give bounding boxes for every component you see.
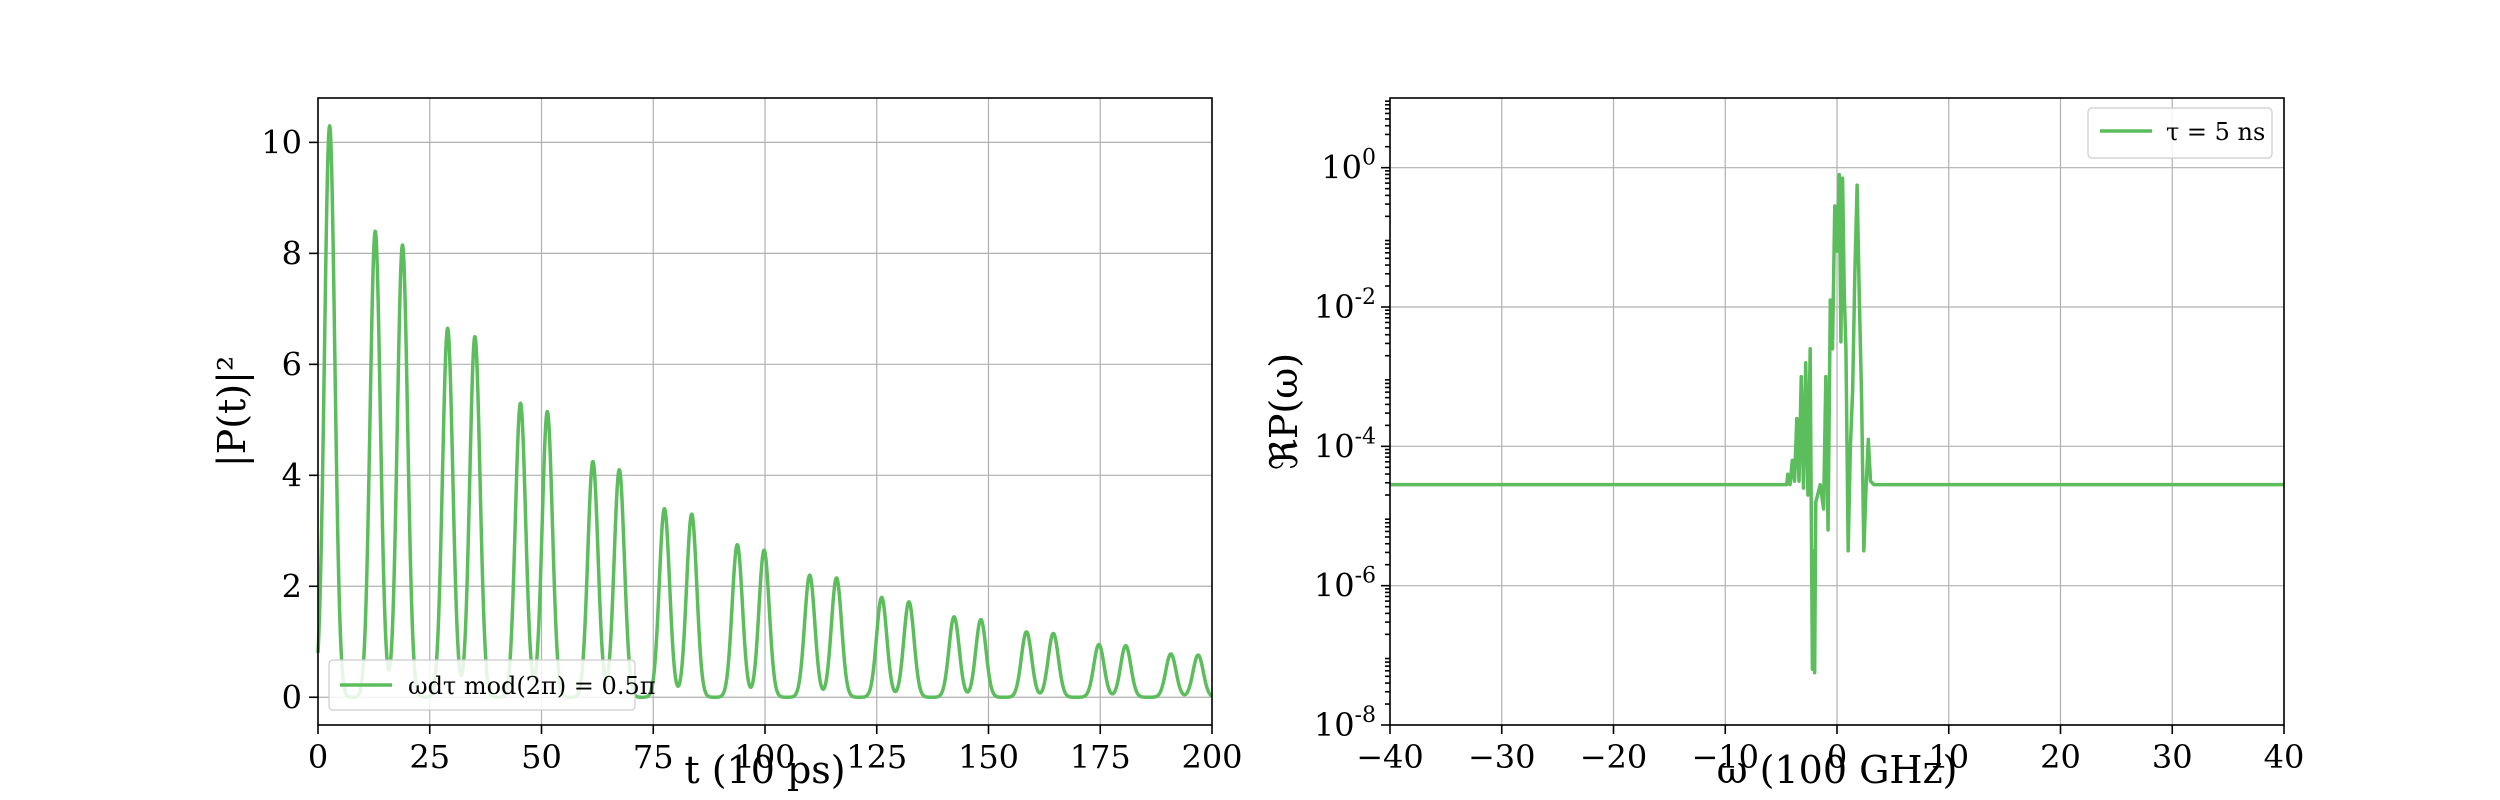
right-x-tick-label: 20 bbox=[2040, 738, 2081, 776]
left-y-tick-label: 0 bbox=[282, 678, 302, 716]
right-x-tick-label: −10 bbox=[1691, 738, 1759, 776]
right-legend-box bbox=[2087, 107, 2273, 159]
right-y-tick-label: 10-8 bbox=[1314, 703, 1376, 744]
left-x-tick-label: 150 bbox=[958, 738, 1019, 776]
left-x-tick-label: 0 bbox=[308, 738, 328, 776]
left-legend-box bbox=[328, 659, 636, 711]
left-legend-label: ωdτ mod(2π) = 0.5π bbox=[408, 672, 656, 700]
left-x-tick-label: 200 bbox=[1181, 738, 1242, 776]
right-x-tick-label: 30 bbox=[2152, 738, 2193, 776]
right-curve-layer bbox=[1390, 172, 2284, 675]
right-y-tick-label: 10-6 bbox=[1314, 564, 1376, 605]
right-grid bbox=[1389, 98, 2285, 726]
left-ticks: 0 25 50 75 100 125 150 175 200 0 2 4 6 8 10 bbox=[261, 123, 1242, 776]
right-x-tick-label: −30 bbox=[1468, 738, 1536, 776]
right-x-tick-label: 10 bbox=[1928, 738, 1969, 776]
left-x-tick-label: 175 bbox=[1070, 738, 1131, 776]
right-x-tick-label: 40 bbox=[2264, 738, 2305, 776]
left-y-tick-label: 2 bbox=[282, 567, 302, 605]
left-x-tick-label: 25 bbox=[409, 738, 450, 776]
left-y-tick-label: 4 bbox=[282, 456, 302, 494]
left-x-tick-label: 50 bbox=[521, 738, 562, 776]
left-legend: ωdτ mod(2π) = 0.5π bbox=[328, 659, 656, 711]
right-plot: −40 −30 −20 −10 0 10 20 30 40 100 10-2 10-4 10-6 10-8… bbox=[1262, 97, 2305, 792]
left-y-axis-label: |P(t)|² bbox=[210, 356, 254, 467]
left-curve-layer bbox=[316, 124, 1214, 699]
left-x-tick-label: 100 bbox=[734, 738, 795, 776]
left-x-axis-label: t (10 ps) bbox=[684, 748, 845, 792]
right-x-tick-label: 0 bbox=[1827, 738, 1847, 776]
right-ticks: −40 −30 −20 −10 0 10 20 30 40 100 10-2 10-4 10-6 10-8 bbox=[1314, 100, 2305, 776]
right-y-axis-label: ℜP(ω) bbox=[1262, 353, 1306, 470]
right-x-tick-label: −20 bbox=[1580, 738, 1648, 776]
left-y-tick-label: 8 bbox=[282, 234, 302, 272]
right-legend-label: τ = 5 ns bbox=[2166, 118, 2265, 146]
right-y-tick-label: 100 bbox=[1321, 146, 1376, 187]
right-y-tick-label: 10-2 bbox=[1314, 285, 1376, 326]
right-series-line bbox=[1390, 172, 2284, 675]
right-x-tick-label: −40 bbox=[1356, 738, 1424, 776]
left-x-tick-label: 75 bbox=[633, 738, 674, 776]
right-legend: τ = 5 ns bbox=[2087, 107, 2273, 159]
left-y-tick-label: 10 bbox=[261, 123, 302, 161]
left-series-line bbox=[316, 124, 1214, 699]
right-x-axis-label: ω (100 GHz) bbox=[1717, 748, 1958, 792]
right-y-tick-label: 10-4 bbox=[1314, 424, 1376, 465]
left-y-tick-label: 6 bbox=[282, 345, 302, 383]
left-x-tick-label: 125 bbox=[846, 738, 907, 776]
